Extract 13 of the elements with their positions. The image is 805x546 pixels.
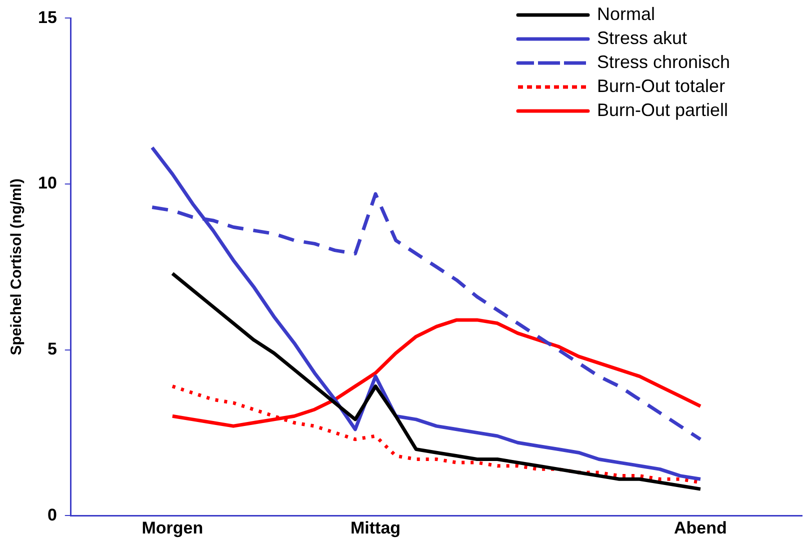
x-tick-label: Mittag [350, 518, 401, 538]
legend-label: Normal [597, 4, 656, 24]
x-tick-label: Abend [674, 518, 727, 538]
y-tick-label: 15 [38, 8, 57, 27]
y-tick-label: 5 [47, 339, 57, 358]
y-axis-title: Speichel Cortisol (ng/ml) [8, 178, 26, 356]
y-tick-label: 10 [38, 174, 57, 193]
legend-label: Stress akut [597, 28, 688, 48]
y-tick-label: 0 [47, 505, 57, 524]
legend-label: Stress chronisch [597, 52, 730, 72]
legend-label: Burn-Out partiell [597, 100, 728, 120]
x-tick-label: Morgen [142, 518, 204, 538]
legend-label: Burn-Out totaler [597, 76, 726, 96]
